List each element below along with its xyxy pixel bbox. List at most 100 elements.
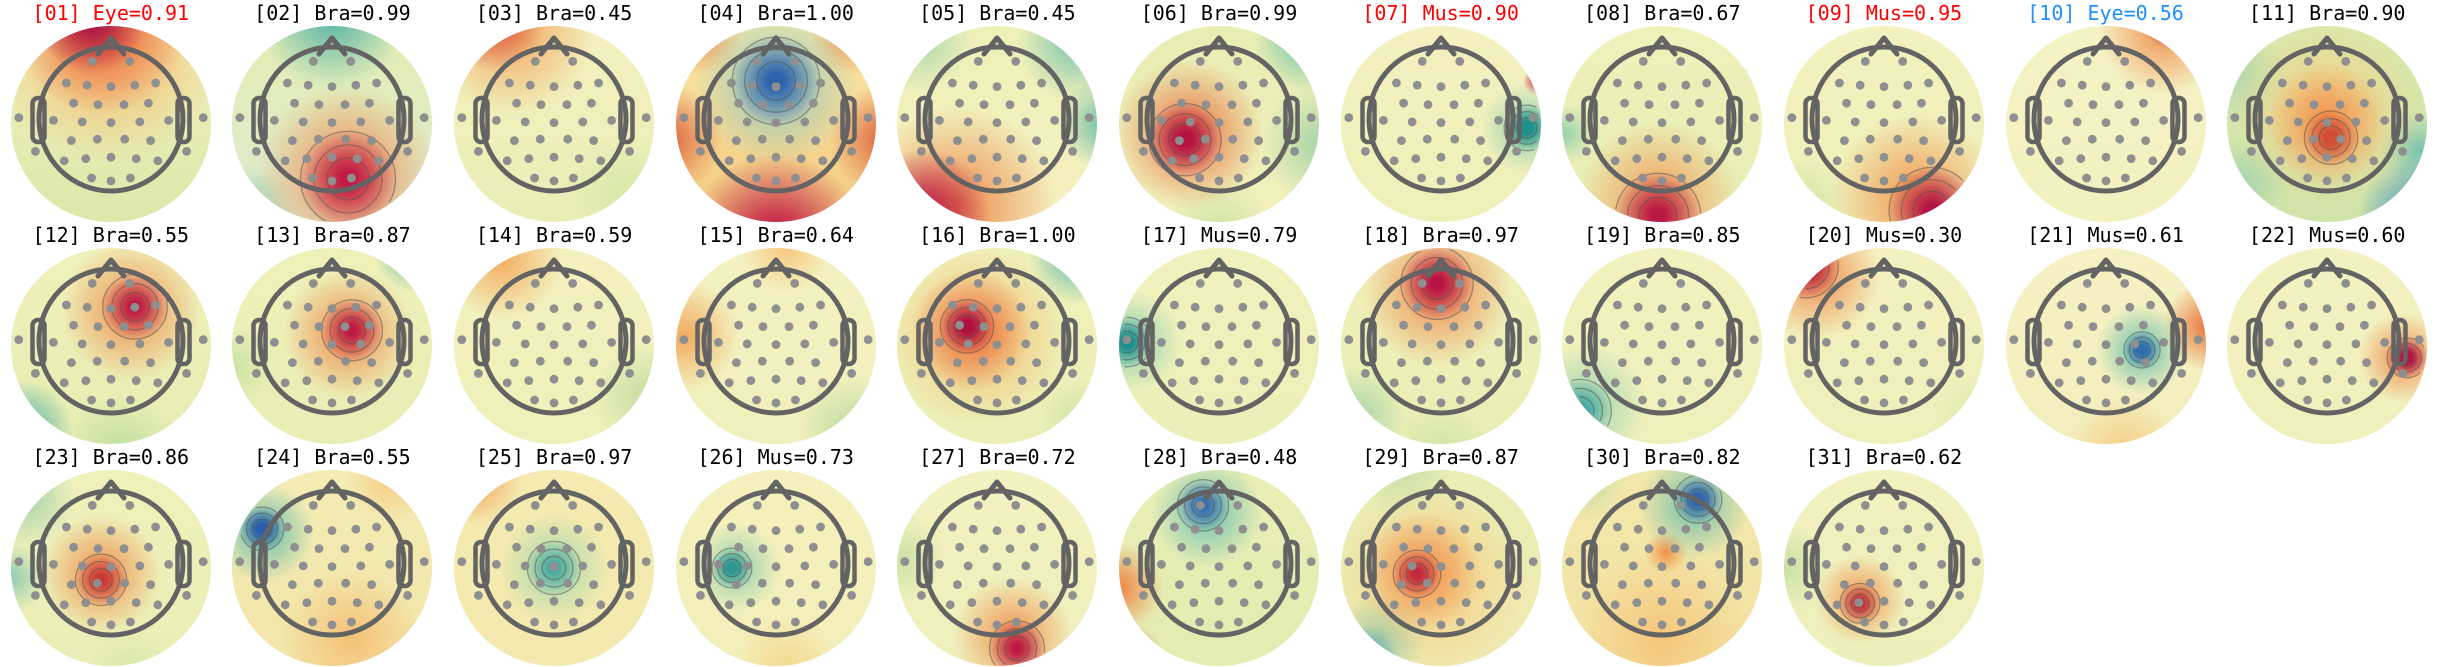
right-ear-outline	[839, 317, 857, 367]
component-title: [28] Bra=0.48	[1140, 445, 1298, 469]
left-ear-outline	[1803, 539, 1820, 589]
topomap	[897, 26, 1098, 222]
sensor-dots	[1787, 57, 1981, 186]
sensor-dots	[1122, 501, 1316, 630]
component-title: [17] Mus=0.79	[1140, 223, 1298, 247]
head-outline	[679, 35, 873, 194]
right-ear-outline	[618, 317, 635, 367]
topomap	[1340, 26, 1541, 222]
head-circle	[1144, 44, 1294, 194]
right-ear-outline	[175, 539, 192, 589]
sensor-dots	[1787, 279, 1981, 408]
component-title: [22] Mus=0.60	[2248, 223, 2406, 247]
nose-outline	[316, 35, 348, 57]
sensor-dots	[457, 57, 651, 186]
topomap	[1783, 470, 1984, 666]
component-title: [23] Bra=0.86	[32, 445, 190, 469]
sensor-dots	[1565, 57, 1759, 186]
head-outline	[900, 479, 1094, 665]
left-ear-outline	[251, 95, 269, 145]
sensor-dots	[2230, 279, 2424, 408]
right-ear-outline	[1726, 95, 1744, 145]
right-ear-outline	[1948, 95, 1965, 145]
nose-outline	[760, 35, 792, 57]
component-title: [30] Bra=0.82	[1583, 445, 1741, 469]
head-circle	[1144, 488, 1294, 638]
component-cell: [20] Mus=0.30	[1773, 222, 1995, 444]
left-ear-outline	[30, 95, 47, 145]
component-cell: [01] Eye=0.91	[0, 0, 222, 222]
component-title: [04] Bra=1.00	[697, 1, 854, 25]
topomap	[1340, 470, 1541, 666]
head-circle	[1366, 488, 1516, 638]
component-cell: [08] Bra=0.67	[1551, 0, 1773, 222]
nose-outline	[2090, 257, 2122, 279]
nose-outline	[95, 479, 127, 501]
right-ear-outline	[1504, 95, 1522, 145]
nose-outline	[2090, 35, 2122, 57]
nose-outline	[95, 257, 127, 279]
component-title: [07] Mus=0.90	[1362, 1, 1519, 25]
sensor-dots	[1344, 57, 1538, 186]
nose-outline	[1203, 35, 1235, 57]
component-title: [02] Bra=0.99	[254, 1, 411, 25]
sensor-dots	[457, 279, 651, 408]
contour-lines	[1392, 549, 1442, 599]
head-outline	[1565, 35, 1759, 221]
head-outline	[457, 257, 651, 416]
head-circle	[1366, 44, 1516, 194]
left-ear-outline	[694, 539, 712, 589]
sensor-dots	[1565, 501, 1759, 630]
head-circle	[922, 44, 1072, 194]
left-ear-outline	[1803, 95, 1820, 145]
right-ear-outline	[1948, 539, 1965, 589]
component-cell: [24] Bra=0.55	[222, 444, 444, 666]
right-ear-outline	[396, 95, 414, 145]
nose-outline	[1203, 257, 1235, 279]
topomap	[232, 248, 433, 444]
component-title: [14] Bra=0.59	[475, 223, 633, 247]
head-outline	[1344, 35, 1538, 194]
topomap	[1562, 248, 1763, 444]
component-title: [03] Bra=0.45	[475, 1, 633, 25]
component-cell: [05] Bra=0.45	[887, 0, 1109, 222]
nose-outline	[981, 35, 1013, 57]
nose-outline	[1868, 479, 1900, 501]
topomap	[454, 26, 655, 222]
sensor-dots	[235, 279, 430, 408]
right-ear-outline	[1061, 317, 1079, 367]
component-title: [11] Bra=0.90	[2248, 1, 2406, 25]
left-ear-outline	[694, 317, 712, 367]
component-title: [15] Bra=0.64	[697, 223, 854, 247]
head-outline	[1565, 257, 1759, 443]
component-cell: [21] Mus=0.61	[1995, 222, 2217, 444]
component-title: [08] Bra=0.67	[1583, 1, 1741, 25]
contour-lines	[731, 36, 821, 126]
head-circle	[701, 44, 851, 194]
left-ear-outline	[2246, 317, 2263, 367]
component-cell: [19] Bra=0.85	[1551, 222, 1773, 444]
head-circle	[2031, 266, 2181, 416]
nose-outline	[316, 257, 348, 279]
component-cell: [18] Bra=0.97	[1330, 222, 1552, 444]
contour-lines	[1148, 102, 1222, 177]
right-ear-outline	[1948, 317, 1965, 367]
sensor-dots	[900, 279, 1094, 408]
component-title: [13] Bra=0.87	[254, 223, 411, 247]
head-circle	[1144, 266, 1294, 416]
topomap	[454, 470, 655, 666]
left-ear-outline	[916, 539, 934, 589]
left-ear-outline	[2246, 95, 2263, 145]
left-ear-outline	[1803, 317, 1820, 367]
head-outline	[14, 479, 208, 638]
topomap	[675, 470, 876, 666]
head-outline	[14, 257, 208, 416]
head-outline	[235, 257, 430, 416]
nose-outline	[1203, 479, 1235, 501]
topomap	[2227, 26, 2428, 222]
component-cell: [31] Bra=0.62	[1773, 444, 1995, 666]
head-circle	[1809, 488, 1959, 638]
topomap	[1562, 470, 1763, 666]
nose-outline	[1646, 35, 1678, 57]
